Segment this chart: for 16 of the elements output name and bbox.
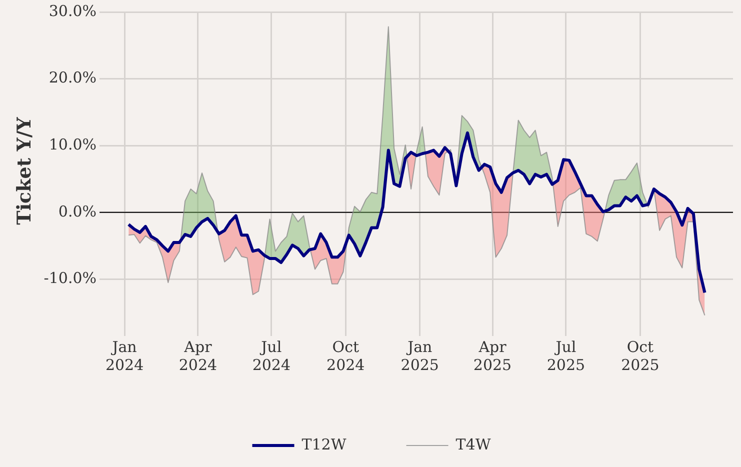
y-axis-title: Ticket Y/Y: [13, 116, 36, 225]
legend-label: T4W: [456, 435, 492, 454]
x-tick-label: Jul 2024: [252, 338, 290, 374]
y-tick-label: 20.0%: [48, 68, 97, 87]
y-tick-label: 30.0%: [48, 2, 97, 20]
x-tick-label: Apr 2024: [178, 338, 218, 374]
x-tick-label: Oct 2025: [621, 338, 660, 374]
x-tick-label: Apr 2025: [473, 338, 512, 374]
x-tick-label: Oct 2024: [326, 338, 365, 374]
x-tick-label: Jan 2024: [105, 338, 144, 374]
x-tick-label: Jul 2025: [546, 338, 586, 374]
y-tick-label: -10.0%: [44, 269, 97, 288]
y-tick-label: 10.0%: [48, 136, 97, 154]
y-tick-label: 0.0%: [58, 202, 97, 220]
x-tick-label: Jan 2025: [400, 338, 439, 374]
legend-label: T12W: [302, 435, 347, 454]
